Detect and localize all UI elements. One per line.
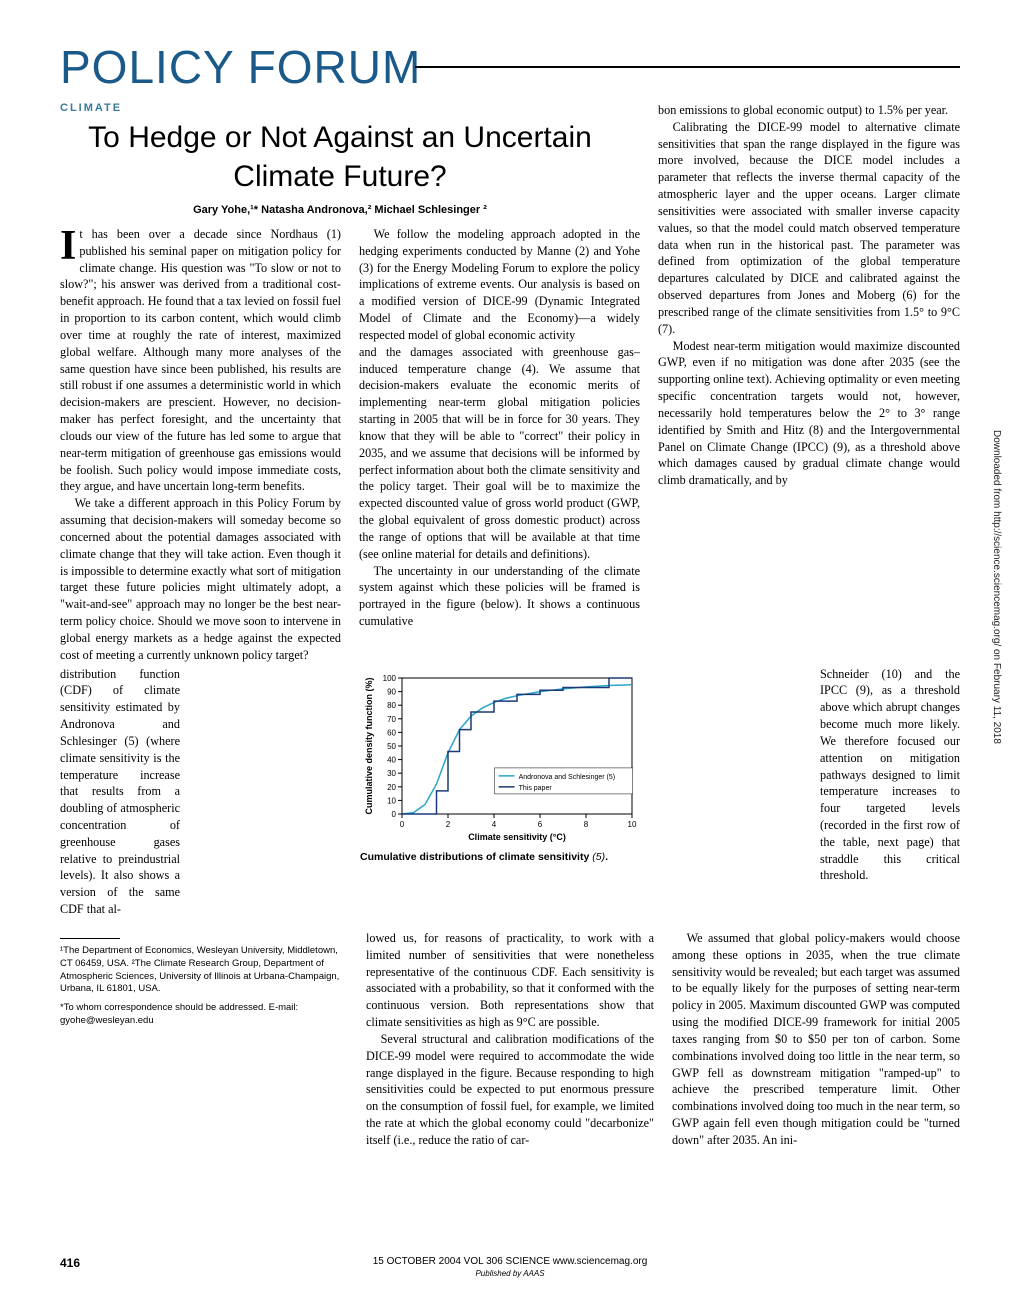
download-watermark: Downloaded from http://science.sciencema… xyxy=(991,430,1002,744)
svg-text:Andronova and Schlesinger (5): Andronova and Schlesinger (5) xyxy=(519,773,616,780)
affiliation-footnote: ¹The Department of Economics, Wesleyan U… xyxy=(60,945,348,996)
svg-text:20: 20 xyxy=(387,782,396,791)
body-b2: Several structural and calibration modif… xyxy=(366,1031,654,1149)
header-rule xyxy=(415,66,960,68)
category-label: CLIMATE xyxy=(60,102,640,114)
svg-text:80: 80 xyxy=(387,701,396,710)
chart: 02468100102030405060708090100Climate sen… xyxy=(360,672,640,865)
svg-text:Cumulative density function (%: Cumulative density function (%) xyxy=(364,677,374,814)
page-footer: 416 15 OCTOBER 2004 VOL 306 SCIENCE www.… xyxy=(60,1256,960,1278)
published-by: Published by AAAS xyxy=(60,1269,960,1278)
footnote-rule xyxy=(60,938,120,939)
svg-text:30: 30 xyxy=(387,769,396,778)
svg-text:40: 40 xyxy=(387,755,396,764)
body-p1: It has been over a decade since Nordhaus… xyxy=(60,226,341,495)
body-r2: Calibrating the DICE-99 model to alterna… xyxy=(658,119,960,338)
svg-text:90: 90 xyxy=(387,687,396,696)
svg-text:0: 0 xyxy=(400,820,405,829)
body-r1: bon emissions to global economic output)… xyxy=(658,102,960,119)
svg-text:10: 10 xyxy=(387,796,396,805)
body-r3: Modest near-term mitigation would maximi… xyxy=(658,338,960,489)
body-p2: We take a different approach in this Pol… xyxy=(60,495,341,663)
body-b3: We assumed that global policy-makers wou… xyxy=(672,930,960,1149)
article-title: To Hedge or Not Against an Uncertain Cli… xyxy=(60,118,620,196)
correspondence-footnote: *To whom correspondence should be addres… xyxy=(60,1002,348,1028)
svg-text:50: 50 xyxy=(387,742,396,751)
svg-text:4: 4 xyxy=(492,820,497,829)
body-p5: The uncertainty in our understanding of … xyxy=(359,563,640,630)
wrap-left: distribution function (CDF) of climate s… xyxy=(60,666,180,918)
svg-text:6: 6 xyxy=(538,820,543,829)
body-b1: lowed us, for reasons of practicality, t… xyxy=(366,930,654,1031)
svg-text:2: 2 xyxy=(446,820,451,829)
body-p3: We follow the modeling approach adopted … xyxy=(359,226,640,344)
wrap-right: Schneider (10) and the IPCC (9), as a th… xyxy=(820,666,960,918)
svg-text:Climate sensitivity (°C): Climate sensitivity (°C) xyxy=(468,832,566,842)
svg-text:100: 100 xyxy=(383,674,397,683)
svg-text:70: 70 xyxy=(387,714,396,723)
body-p4: and the damages associated with greenhou… xyxy=(359,344,640,563)
dropcap: I xyxy=(60,226,79,265)
svg-text:This paper: This paper xyxy=(519,784,553,791)
svg-text:0: 0 xyxy=(392,810,397,819)
svg-text:8: 8 xyxy=(584,820,589,829)
svg-text:60: 60 xyxy=(387,728,396,737)
footer-line: 15 OCTOBER 2004 VOL 306 SCIENCE www.scie… xyxy=(373,1256,648,1267)
chart-caption: Cumulative distributions of climate sens… xyxy=(360,851,640,865)
authors: Gary Yohe,¹* Natasha Andronova,² Michael… xyxy=(60,204,620,216)
svg-text:10: 10 xyxy=(628,820,637,829)
page-number: 416 xyxy=(60,1256,80,1270)
